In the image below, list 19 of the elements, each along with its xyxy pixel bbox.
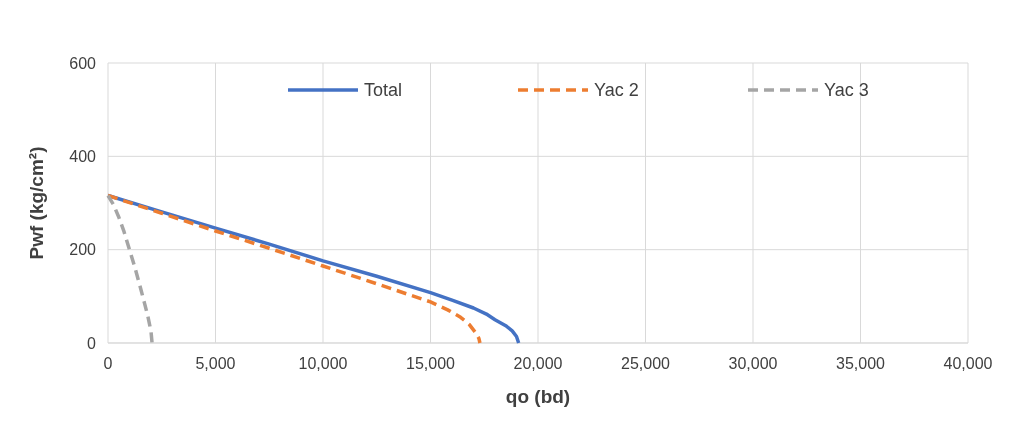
y-tick-label: 0 bbox=[87, 334, 97, 352]
x-tick-label: 15,000 bbox=[406, 355, 456, 372]
x-tick-label: 40,000 bbox=[943, 355, 993, 372]
x-tick-label: 35,000 bbox=[836, 355, 886, 372]
x-axis-title: qo (bd) bbox=[505, 386, 571, 407]
x-tick-label: 20,000 bbox=[513, 355, 563, 372]
x-tick-label: 25,000 bbox=[621, 355, 671, 372]
legend-label: Yac 3 bbox=[824, 80, 869, 101]
x-tick-label: 0 bbox=[103, 355, 113, 372]
y-tick-label: 600 bbox=[69, 54, 97, 72]
x-tick-label: 5,000 bbox=[195, 355, 236, 372]
y-axis-title: Pwf (kg/cm²) bbox=[26, 146, 47, 260]
legend-label: Yac 2 bbox=[594, 80, 639, 101]
y-tick-label: 200 bbox=[69, 241, 97, 259]
x-tick-label: 30,000 bbox=[728, 355, 778, 372]
x-tick-label: 10,000 bbox=[298, 355, 348, 372]
legend-label: Total bbox=[364, 80, 403, 101]
y-tick-label: 400 bbox=[69, 147, 97, 165]
line-series bbox=[106, 193, 154, 345]
